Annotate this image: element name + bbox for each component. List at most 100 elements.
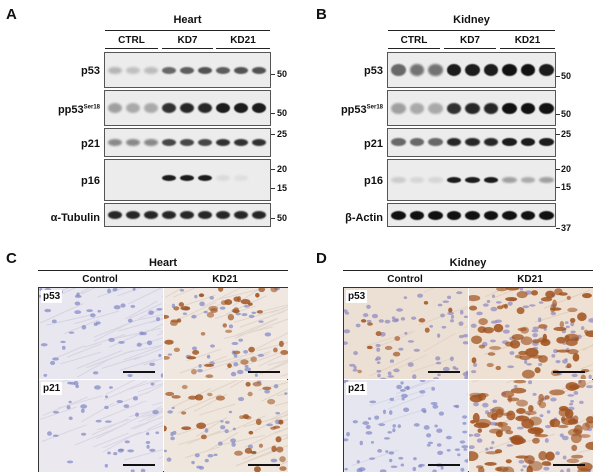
ihc-tile: p53 — [344, 288, 468, 379]
blot-band — [234, 66, 248, 74]
scale-bar — [248, 464, 280, 466]
panel-b-mw-pp53: 50 — [561, 109, 572, 119]
panel-a-group-kd21: KD21 — [230, 35, 256, 46]
blot-band — [446, 138, 461, 146]
blot-band — [216, 103, 230, 113]
blot-band — [465, 210, 480, 220]
panel-c-title: Heart — [148, 257, 178, 269]
tissue-texture — [164, 380, 288, 472]
blot-band — [234, 138, 248, 146]
blot-band — [252, 211, 266, 219]
blot-band — [409, 64, 424, 76]
blot-band — [446, 210, 461, 220]
mw-tick — [271, 74, 275, 75]
blot-band — [391, 177, 406, 183]
blot-band — [180, 211, 194, 219]
panel-a-mw-tubulin: 50 — [277, 213, 288, 223]
panel-c-row-label-p53: p53 — [41, 290, 63, 303]
blot-band — [126, 138, 140, 146]
blot-band — [198, 211, 212, 219]
blot-band — [198, 103, 212, 113]
panel-d-row-label-p21: p21 — [346, 382, 368, 395]
panel-b-mw-p21: 25 — [561, 129, 572, 139]
blot-band — [234, 211, 248, 219]
panel-a-group-kd7: KD7 — [177, 35, 198, 46]
scale-bar — [123, 464, 155, 466]
panel-a-title-line — [105, 30, 270, 31]
panel-a-title: Heart — [173, 14, 202, 26]
blot-band — [162, 138, 176, 146]
blot-band — [144, 138, 158, 146]
panel-c-row-label-p21: p21 — [41, 382, 63, 395]
panel-b-group-ctrl: CTRL — [400, 35, 428, 46]
tissue-texture — [469, 288, 593, 379]
panel-d-title-line — [343, 270, 593, 271]
blot-band — [483, 138, 498, 146]
panel-b-row-label-p16: p16 — [364, 175, 383, 187]
panel-a-group-line — [216, 48, 270, 49]
panel-c-col-control: Control — [82, 274, 118, 285]
ihc-tile — [469, 288, 593, 379]
mw-tick — [271, 188, 275, 189]
blot-band — [428, 177, 443, 183]
panel-a-mw-p16-15: 15 — [277, 183, 288, 193]
blot-band — [409, 210, 424, 220]
blot-band — [252, 66, 266, 74]
ihc-tile — [164, 288, 288, 379]
tissue-texture — [344, 380, 468, 472]
blot-band — [126, 211, 140, 219]
panel-a-row-label-p53: p53 — [81, 65, 100, 77]
blot-band — [144, 103, 158, 113]
blot-band — [391, 138, 406, 146]
blot-band — [465, 64, 480, 76]
mw-tick — [556, 169, 560, 170]
blot-band — [252, 138, 266, 146]
panel-a-row-label-pp53: pp53Ser18 — [57, 104, 100, 116]
blot-band — [539, 102, 554, 114]
blot-band — [502, 138, 517, 146]
panel-a-mw-p21: 25 — [277, 129, 288, 139]
scale-bar — [428, 371, 460, 373]
blot-band — [502, 210, 517, 220]
blot-band — [216, 211, 230, 219]
blot-band — [180, 175, 194, 181]
panel-b-group-line — [444, 48, 496, 49]
blot-band — [126, 66, 140, 74]
panel-b-mw-actin: 37 — [561, 223, 572, 233]
tissue-texture — [164, 288, 288, 379]
blot-band — [465, 138, 480, 146]
ihc-tile: p21 — [344, 380, 468, 472]
panel-b-title-line — [388, 30, 555, 31]
blot-band — [180, 138, 194, 146]
panel-b-mw-p53: 50 — [561, 71, 572, 81]
blot-band — [234, 103, 248, 113]
panel-a-row-label-p16: p16 — [81, 175, 100, 187]
mw-tick — [556, 187, 560, 188]
scale-bar — [553, 371, 585, 373]
blot-band — [162, 175, 176, 181]
panel-d-title: Kidney — [449, 257, 487, 269]
blot-band — [162, 66, 176, 74]
blot-band — [108, 138, 122, 146]
blot-band — [428, 102, 443, 114]
panel-b-group-line — [388, 48, 440, 49]
panel-c-ihc-grid: p53 p21 — [38, 287, 288, 472]
panel-b-row-label-p21: p21 — [364, 138, 383, 150]
panel-c-col-kd21: KD21 — [212, 274, 238, 285]
blot-band — [483, 177, 498, 183]
blot-band — [539, 210, 554, 220]
blot-band — [520, 102, 535, 114]
blot-band — [216, 175, 230, 181]
blot-band — [539, 138, 554, 146]
blot-band — [198, 66, 212, 74]
blot-band — [502, 64, 517, 76]
panel-b-title: Kidney — [453, 14, 490, 26]
blot-band — [465, 102, 480, 114]
blot-band — [216, 66, 230, 74]
tissue-texture — [344, 288, 468, 379]
blot-band — [234, 175, 248, 181]
panel-a-mw-pp53: 50 — [277, 108, 288, 118]
panel-c-title-line — [38, 270, 288, 271]
blot-band — [483, 102, 498, 114]
panel-b-group-kd21: KD21 — [514, 35, 541, 46]
